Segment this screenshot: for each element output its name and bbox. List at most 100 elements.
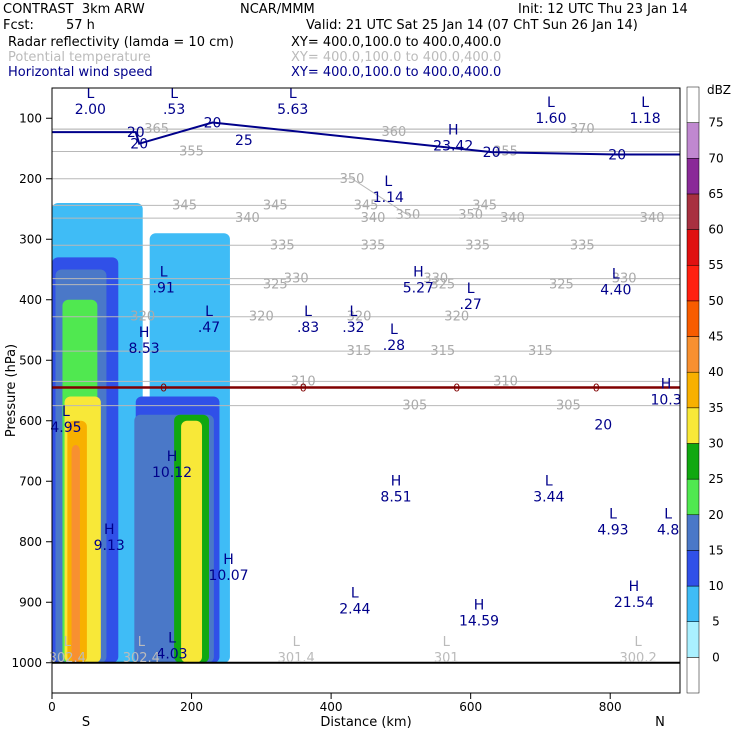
theta-isoline-label: 325 xyxy=(549,278,574,293)
colorbar-swatch xyxy=(686,514,700,551)
colorbar-swatch xyxy=(686,264,700,302)
theta-isoline-label: 310 xyxy=(291,374,316,389)
theta-isoline-label: 320 xyxy=(130,310,155,325)
extremum-marker-L: L xyxy=(289,86,297,102)
x-axis-tick-label: 400 xyxy=(320,700,343,714)
extremum-marker-H: H xyxy=(661,377,672,393)
extremum-value: 3.44 xyxy=(533,489,564,505)
y-axis-title: Pressure (hPa) xyxy=(4,344,19,437)
extremum-marker-H: H xyxy=(104,522,115,538)
extremum-marker-L: L xyxy=(547,95,555,111)
theta-min-value: 301 xyxy=(434,651,459,666)
field-name-wind: Horizontal wind speed xyxy=(8,65,153,80)
extremum-value: 4.8 xyxy=(657,523,679,539)
wind-isoline-label: 20 xyxy=(130,137,148,153)
x-axis-title: Distance (km) xyxy=(320,715,411,730)
theta-min-marker: L xyxy=(635,635,643,650)
y-axis-tick-label: 600 xyxy=(19,414,42,428)
theta-isoline-label: 310 xyxy=(493,374,518,389)
extremum-marker-H: H xyxy=(167,449,178,465)
field-xy-wind: XY= 400.0,100.0 to 400.0,400.0 xyxy=(291,65,502,80)
theta-isoline-label: 330 xyxy=(612,272,637,287)
colorbar-level-label: 45 xyxy=(708,330,723,344)
theta-isoline-label: 320 xyxy=(444,310,469,325)
colorbar-level-label: 40 xyxy=(708,365,723,379)
colorbar-swatch xyxy=(686,371,700,409)
theta-isoline-label: 315 xyxy=(347,344,372,359)
colorbar-swatch xyxy=(686,86,700,123)
zero-level-label: 0 xyxy=(160,381,167,394)
theta-isoline-label: 355 xyxy=(179,145,204,160)
extremum-value: 9.13 xyxy=(94,538,125,554)
wind-isoline-label: 20 xyxy=(608,148,626,164)
extremum-value: .53 xyxy=(163,102,185,118)
colorbar-level-label: 65 xyxy=(708,187,723,201)
theta-isoline-label: 335 xyxy=(361,238,386,253)
plot-frame xyxy=(51,87,681,694)
extremum-value: .91 xyxy=(153,281,175,297)
extremum-marker-L: L xyxy=(609,507,617,523)
extremum-marker-H: H xyxy=(474,597,485,613)
theta-isoline-label: 335 xyxy=(465,238,490,253)
colorbar-level-label: 70 xyxy=(708,151,723,165)
wind-isoline-label: 25 xyxy=(235,133,253,149)
field-xy-reflectivity: XY= 400.0,100.0 to 400.0,400.0 xyxy=(291,35,502,50)
zero-level-label: 0 xyxy=(453,381,460,394)
extremum-marker-L: L xyxy=(160,265,168,281)
reflectivity-region-6 xyxy=(71,444,80,663)
extremum-value: 5.27 xyxy=(403,281,434,297)
extremum-value: .27 xyxy=(460,297,482,313)
wind-isoline-20 xyxy=(52,121,680,156)
theta-isoline-label: 335 xyxy=(570,238,595,253)
extremum-marker-L: L xyxy=(351,585,359,601)
extremum-marker-L: L xyxy=(62,404,70,420)
colorbar-swatch xyxy=(686,657,700,694)
x-axis-tick-label: 600 xyxy=(459,700,482,714)
theta-isoline-label: 345 xyxy=(172,198,197,213)
colorbar-level-label: 35 xyxy=(708,401,723,415)
theta-isoline-label: 320 xyxy=(249,310,274,325)
colorbar-level-label: 0 xyxy=(712,650,720,664)
extremum-marker-H: H xyxy=(413,265,424,281)
colorbar-level-label: 25 xyxy=(708,472,723,486)
theta-isoline-label: 325 xyxy=(430,278,455,293)
extremum-marker-L: L xyxy=(384,174,392,190)
init-time: Init: 12 UTC Thu 23 Jan 14 xyxy=(518,2,688,17)
y-axis-tick-label: 700 xyxy=(19,474,42,488)
colorbar-swatch xyxy=(686,443,700,480)
colorbar-level-label: 75 xyxy=(708,116,723,130)
extremum-value: 21.54 xyxy=(614,595,654,611)
extremum-value: .32 xyxy=(342,320,364,336)
theta-min-marker: L xyxy=(293,635,301,650)
extremum-marker-H: H xyxy=(223,552,234,568)
theta-isoline-label: 345 xyxy=(354,198,379,213)
extremum-value: 1.60 xyxy=(535,111,566,127)
x-axis-start-label: S xyxy=(82,715,90,730)
field-xy-theta: XY= 400.0,100.0 to 400.0,400.0 xyxy=(291,50,502,65)
colorbar-swatch xyxy=(686,300,700,337)
field-name-theta: Potential temperature xyxy=(8,50,151,65)
colorbar-swatch xyxy=(686,621,700,658)
forecast-hour: 57 h xyxy=(66,18,95,33)
extremum-marker-L: L xyxy=(170,86,178,102)
extremum-value: 1.18 xyxy=(630,111,661,127)
theta-isoline-label: 325 xyxy=(263,278,288,293)
theta-isoline-label: 370 xyxy=(570,122,595,137)
extremum-marker-L: L xyxy=(304,304,312,320)
forecast-label: Fcst: xyxy=(3,18,34,33)
theta-min-value: 302.4 xyxy=(123,651,160,666)
colorbar-level-label: 20 xyxy=(708,508,723,522)
extremum-value: .47 xyxy=(198,320,220,336)
y-axis-tick-label: 100 xyxy=(19,111,42,125)
extremum-value: .28 xyxy=(383,338,405,354)
wind-isoline-label: 20 xyxy=(204,115,222,131)
colorbar-title: dBZ xyxy=(707,83,731,97)
theta-min-value: 302.4 xyxy=(49,651,86,666)
colorbar-level-label: 10 xyxy=(708,579,723,593)
theta-min-marker: L xyxy=(443,635,451,650)
colorbar-level-label: 5 xyxy=(712,615,720,629)
y-axis-tick-label: 1000 xyxy=(11,656,42,670)
theta-isoline-label: 345 xyxy=(263,198,288,213)
extremum-value: 8.53 xyxy=(129,341,160,357)
x-axis-tick-label: 800 xyxy=(599,700,622,714)
